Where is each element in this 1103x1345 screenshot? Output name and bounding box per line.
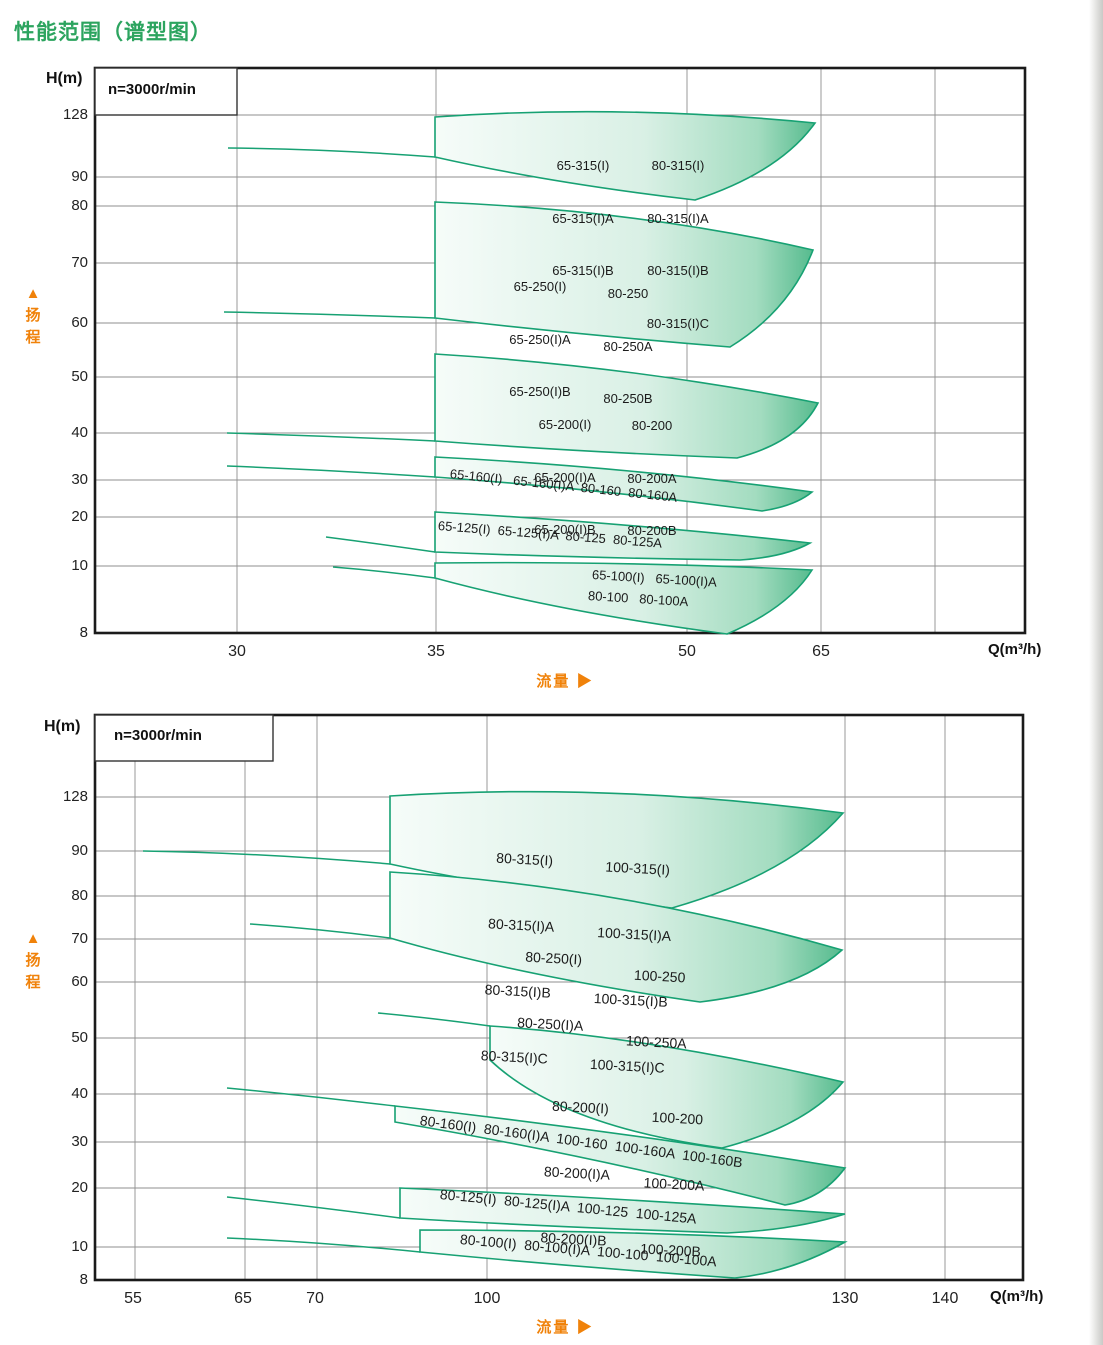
- tail-200-chart1: [226, 432, 436, 442]
- chart2-ytick-40: 40: [71, 1085, 88, 1102]
- chart1-xtick-50: 50: [678, 643, 696, 660]
- chart2-ytick-50: 50: [71, 1029, 88, 1046]
- tail-125-chart2: [226, 1196, 401, 1219]
- tail-100-chart1: [332, 566, 436, 579]
- tail-125-chart1: [325, 536, 436, 553]
- chart2-ytick-30: 30: [71, 1133, 88, 1150]
- up-arrow-icon: ▲: [25, 285, 41, 302]
- tail-250-chart2: [249, 923, 391, 939]
- chart1-ytick-40: 40: [71, 424, 88, 441]
- chart1-labels-65-315: 65-315(I) 65-315(I)A 65-315(I)B: [552, 158, 614, 278]
- tail-200-chart2: [377, 1012, 491, 1027]
- chart1-ytick-80: 80: [71, 197, 88, 214]
- chart1-xtick-35: 35: [427, 643, 445, 660]
- chart2-regions: [389, 790, 848, 1279]
- region-100-chart2: [419, 1229, 848, 1279]
- tail-315-chart2: [142, 850, 391, 865]
- chart1-ytick-70: 70: [71, 254, 88, 271]
- region-200-chart1: [434, 353, 820, 459]
- chart1-labels-65-250: 65-250(I) 65-250(I)A 65-250(I)B: [509, 279, 571, 399]
- chart2-ytick-80: 80: [71, 887, 88, 904]
- chart1-ytick-60: 60: [71, 314, 88, 331]
- chart2-xtick-70: 70: [306, 1290, 324, 1307]
- chart2-ytick-90: 90: [71, 842, 88, 859]
- chart2-xtick-130: 130: [831, 1290, 859, 1307]
- chart2-ytick-60: 60: [71, 973, 88, 990]
- chart1-x-unit: Q(m³/h): [988, 641, 1042, 658]
- chart1-ytick-90: 90: [71, 168, 88, 185]
- tail-160-chart2: [226, 1087, 396, 1107]
- chart2-xtick-65: 65: [234, 1290, 252, 1307]
- chart2-xtick-100: 100: [473, 1290, 501, 1307]
- chart2-speed-label: n=3000r/min: [114, 727, 202, 744]
- chart2-labels-100-200: 100-200 100-200A 100-200B: [639, 1108, 705, 1260]
- region-160-chart1: [434, 456, 814, 512]
- page-edge-shadow: [1089, 0, 1103, 1345]
- chart2-ytick-8: 8: [79, 1271, 88, 1288]
- region-100-chart1: [434, 561, 814, 635]
- chart1-xtick-30: 30: [228, 643, 246, 660]
- tail-315-chart1: [227, 147, 436, 158]
- page-title: 性能范围（谱型图）: [14, 21, 212, 44]
- region-160-chart2: [394, 1105, 847, 1206]
- chart1-flow-axis-label: 流量 ▶: [536, 673, 594, 690]
- region-125-chart2: [399, 1187, 846, 1234]
- tail-250-chart1: [223, 311, 436, 319]
- chart1-labels-80-200: 80-200 80-200A 80-200B: [627, 418, 677, 538]
- chart1-tail-lines: [223, 147, 436, 579]
- chart2-ytick-10: 10: [71, 1238, 88, 1255]
- chart2-xtick-55: 55: [124, 1290, 142, 1307]
- up-arrow-icon: ▲: [25, 930, 41, 947]
- chart1-ytick-30: 30: [71, 471, 88, 488]
- chart2-speed-box: [94, 714, 274, 762]
- chart2-xtick-140: 140: [931, 1290, 959, 1307]
- chart1-xtick-65: 65: [812, 643, 830, 660]
- chart2-ytick-128: 128: [62, 788, 88, 805]
- chart2-ytick-20: 20: [71, 1179, 88, 1196]
- chart1-ytick-50: 50: [71, 368, 88, 385]
- chart2-head-axis-label: ▲ 扬程: [22, 928, 44, 994]
- chart1-labels-80-315: 80-315(I) 80-315(I)A 80-315(I)B 80-315(I…: [646, 158, 710, 331]
- chart2-y-unit: H(m): [44, 718, 81, 735]
- chart2-border: [93, 713, 1025, 1282]
- chart1-labels-65-200: 65-200(I) 65-200(I)A 65-200(I)B: [534, 417, 596, 537]
- chart1-head-axis-label: ▲ 扬程: [22, 283, 44, 349]
- chart1-speed-label: n=3000r/min: [108, 81, 196, 98]
- region-250-chart2: [389, 871, 844, 1003]
- chart1-ytick-10: 10: [71, 557, 88, 574]
- tail-100-chart2: [226, 1237, 421, 1253]
- chart2-x-unit: Q(m³/h): [990, 1288, 1044, 1305]
- chart1-ytick-8: 8: [79, 624, 88, 641]
- chart1-labels-80-250: 80-250 80-250A 80-250B: [603, 286, 653, 406]
- chart2-tail-lines: [142, 850, 491, 1253]
- chart2-ytick-70: 70: [71, 930, 88, 947]
- chart1-ytick-20: 20: [71, 508, 88, 525]
- chart2-flow-axis-label: 流量 ▶: [536, 1319, 594, 1336]
- chart1-border: [93, 66, 1027, 635]
- chart1-y-unit: H(m): [46, 70, 83, 87]
- region-125-chart1: [434, 511, 813, 561]
- tail-160-chart1: [226, 465, 436, 478]
- chart1-regions: [434, 110, 820, 635]
- region-315-chart1: [434, 110, 817, 201]
- region-250-chart1: [434, 201, 815, 348]
- chart1-ytick-128: 128: [62, 106, 88, 123]
- chart1-speed-box: [94, 67, 238, 116]
- region-200-chart2: [489, 1025, 845, 1149]
